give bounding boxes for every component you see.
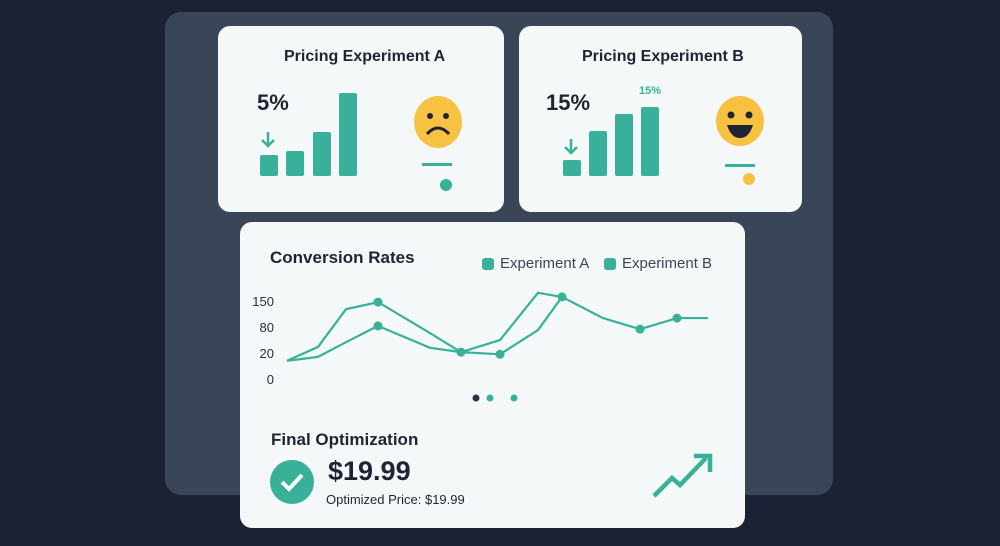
- optimized-price-text: Optimized Price: $19.99: [326, 492, 465, 507]
- final-title: Final Optimization: [271, 430, 419, 449]
- bar: [589, 131, 607, 176]
- chart-title: Conversion Rates: [270, 248, 415, 267]
- experiment-a-title: Pricing Experiment A: [284, 48, 446, 65]
- y-tick: 80: [259, 320, 274, 335]
- bar: [339, 93, 357, 176]
- bar-label: 15%: [639, 85, 662, 97]
- check-circle-icon: [270, 460, 314, 504]
- data-point: [373, 297, 383, 307]
- bar: [260, 155, 278, 176]
- bar: [641, 107, 659, 176]
- data-point: [495, 349, 505, 359]
- experiment-a-value: 5%: [257, 90, 289, 115]
- experiment-b-value: 15%: [546, 90, 591, 115]
- trend-up-icon: [652, 453, 713, 498]
- arrow-down-icon: [564, 139, 578, 155]
- bar: [313, 132, 331, 176]
- arrow-down-icon: [261, 132, 275, 148]
- bar: [563, 160, 581, 176]
- happy-face-icon: [716, 96, 764, 185]
- experiment-a-card: Pricing Experiment A 5%: [218, 26, 504, 212]
- y-tick: 20: [259, 346, 274, 361]
- sad-face-icon: [414, 96, 462, 191]
- data-point: [672, 313, 682, 323]
- conversion-card: Conversion Rates Experiment A Experiment…: [240, 222, 745, 528]
- series-line-b: [286, 296, 563, 362]
- experiment-b-card: Pricing Experiment B 15% 15%: [519, 26, 802, 212]
- line-chart: [286, 291, 708, 362]
- bar: [286, 151, 304, 176]
- y-tick: 150: [252, 294, 274, 309]
- legend-item-b: Experiment B: [604, 255, 712, 272]
- experiment-b-title: Pricing Experiment B: [582, 48, 744, 65]
- pagination-dots[interactable]: [472, 394, 522, 404]
- y-tick: 0: [266, 372, 274, 387]
- data-point: [373, 321, 383, 331]
- bar: [615, 114, 633, 176]
- data-point: [635, 324, 645, 334]
- legend-item-a: Experiment A: [482, 255, 589, 272]
- final-price: $19.99: [328, 456, 411, 486]
